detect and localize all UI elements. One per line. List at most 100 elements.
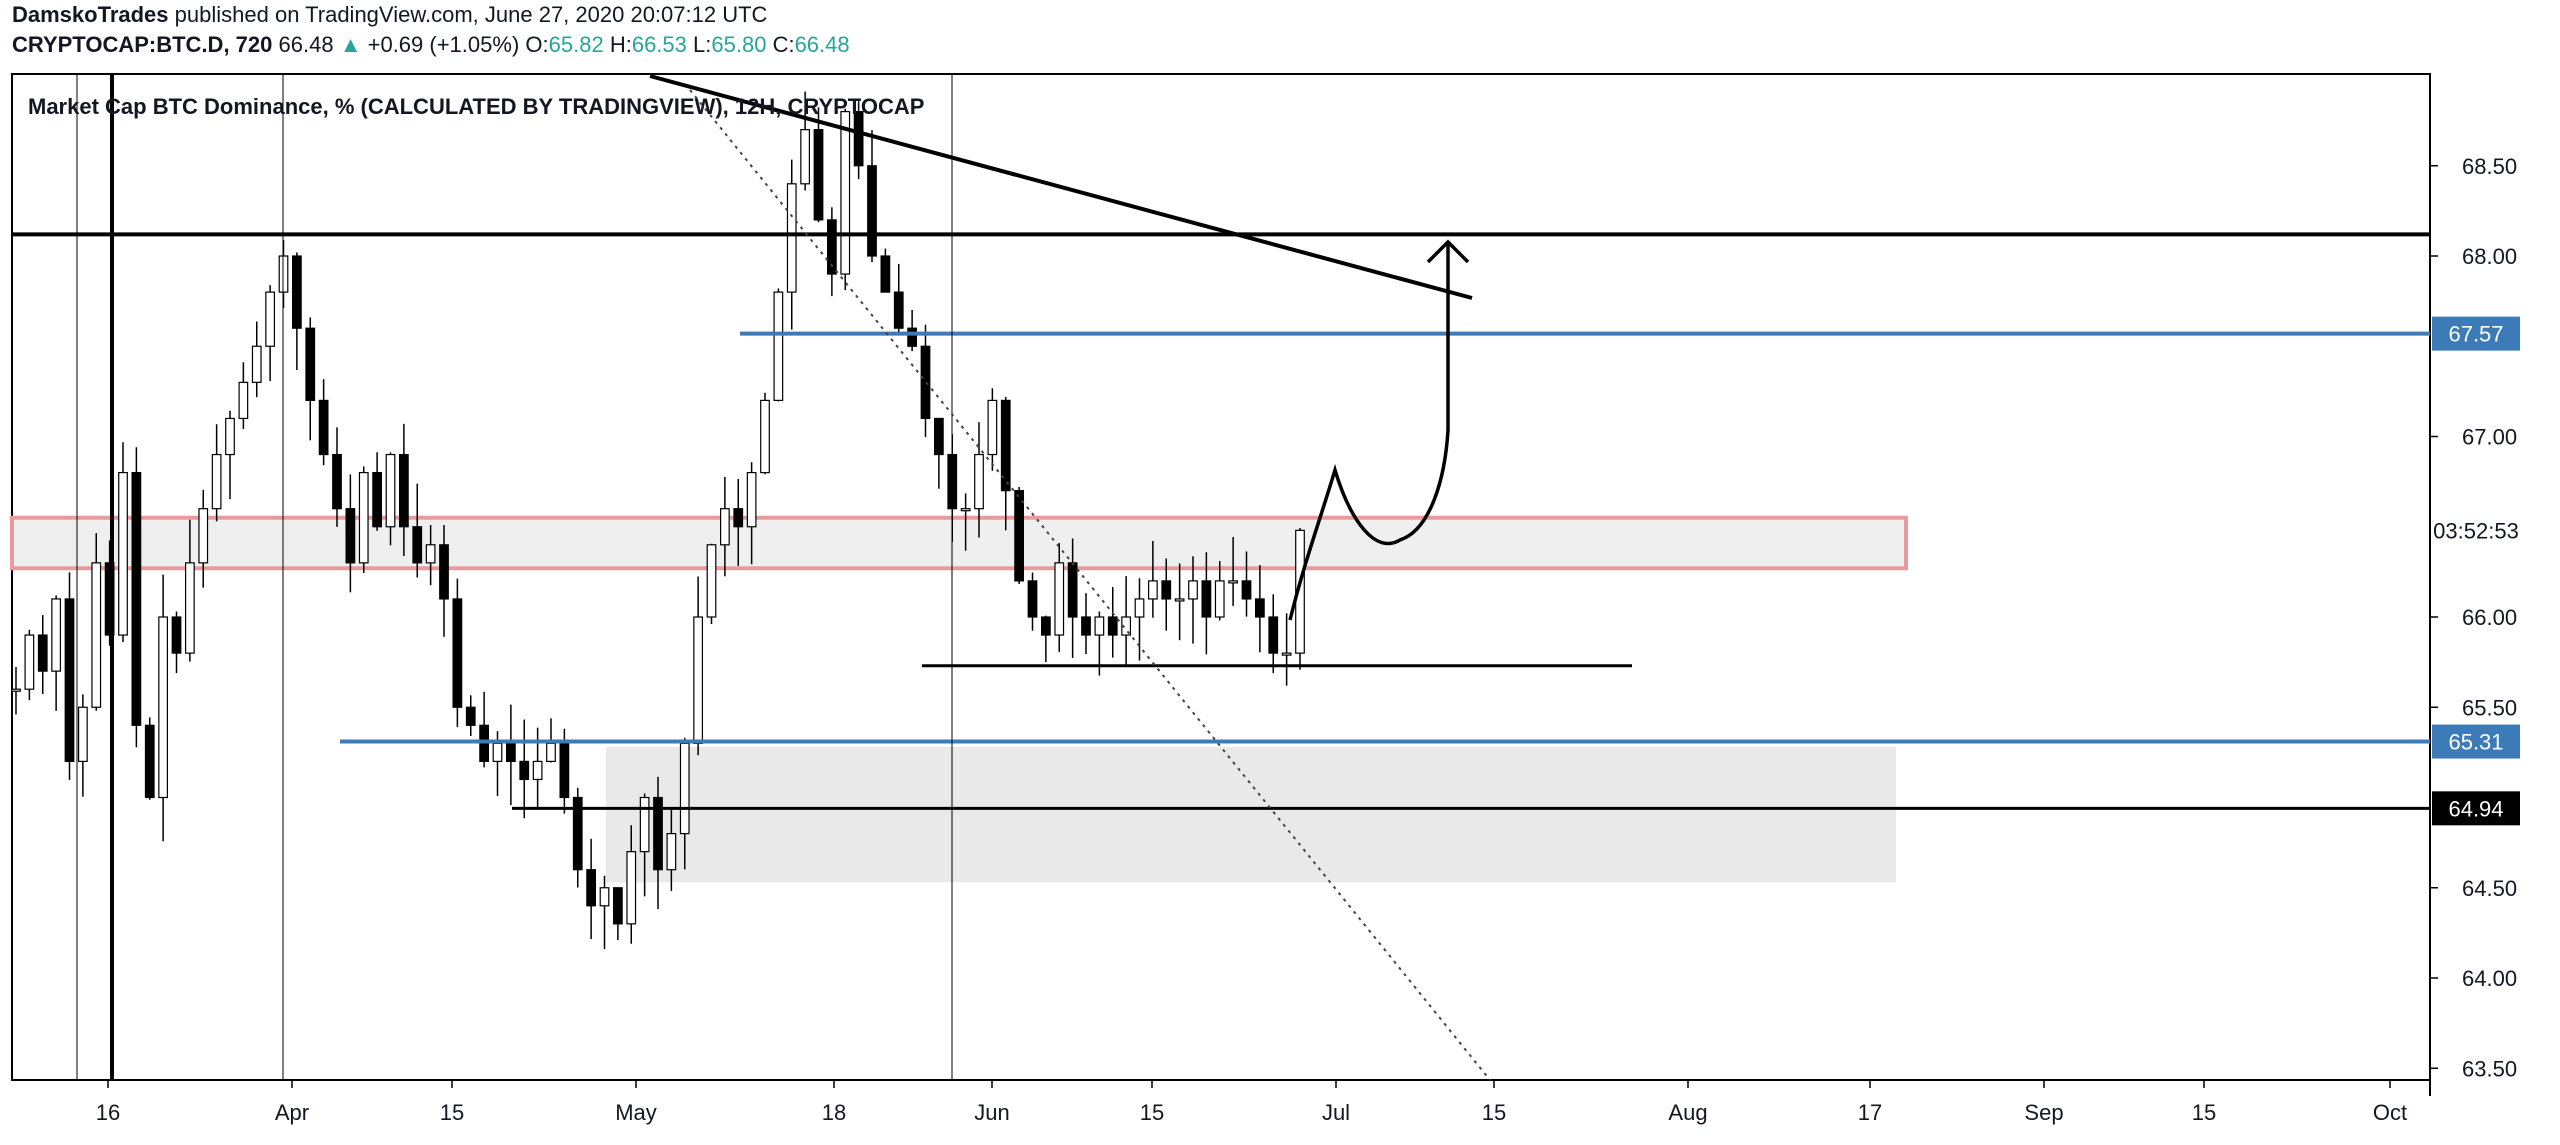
candle-body bbox=[826, 219, 837, 275]
candle-body bbox=[666, 832, 677, 871]
candle-body bbox=[933, 417, 944, 456]
candle-body bbox=[1107, 616, 1118, 636]
candle bbox=[1134, 578, 1145, 661]
candle bbox=[719, 476, 730, 577]
time-tick-label: 15 bbox=[2192, 1100, 2216, 1125]
time-axis[interactable]: 16 Apr 15 May 18 Jun 15 Jul 15 Aug 17 Sep 15 Oct bbox=[96, 1080, 2407, 1125]
time-tick-label: Sep bbox=[2024, 1100, 2063, 1125]
candle bbox=[412, 483, 423, 578]
candle-body bbox=[1268, 616, 1279, 654]
candle bbox=[786, 159, 797, 330]
candle bbox=[599, 875, 610, 949]
candle-body bbox=[1174, 598, 1185, 602]
candle-body bbox=[24, 634, 35, 690]
candle-body bbox=[398, 453, 409, 528]
chart-title: Market Cap BTC Dominance, % (CALCULATED … bbox=[28, 94, 925, 119]
candle-body bbox=[1241, 580, 1252, 600]
candle bbox=[1147, 540, 1158, 618]
candle bbox=[773, 288, 784, 402]
candle bbox=[987, 388, 998, 471]
candle-body bbox=[1027, 580, 1038, 618]
candle-body bbox=[318, 399, 329, 456]
candle-body bbox=[1201, 580, 1212, 618]
candle-body bbox=[291, 255, 302, 329]
projected-path bbox=[1288, 243, 1450, 621]
candle-body bbox=[171, 616, 182, 654]
price-tick-label: 67.00 bbox=[2462, 425, 2517, 450]
high-label: H: bbox=[609, 32, 632, 57]
candle bbox=[880, 248, 891, 293]
candle-body bbox=[1014, 490, 1025, 582]
candle-body bbox=[559, 742, 570, 799]
candle bbox=[933, 417, 944, 489]
candle bbox=[385, 452, 396, 546]
candle-body bbox=[372, 472, 383, 528]
candle-body bbox=[786, 183, 797, 293]
close-label: C: bbox=[772, 32, 795, 57]
candle-body bbox=[77, 706, 88, 763]
candle bbox=[666, 807, 677, 891]
candle bbox=[265, 285, 276, 382]
candle-body bbox=[64, 598, 75, 763]
price-tag-label: 65.31 bbox=[2448, 730, 2503, 755]
publish-line: DamskoTrades published on TradingView.co… bbox=[12, 2, 767, 28]
candle bbox=[465, 695, 476, 736]
candle-body bbox=[385, 453, 396, 528]
price-tag-box bbox=[2432, 791, 2520, 826]
candle bbox=[358, 466, 369, 573]
candle bbox=[171, 611, 182, 674]
time-tick-label: 15 bbox=[440, 1100, 464, 1125]
candle bbox=[1081, 593, 1091, 655]
candle-body bbox=[1254, 598, 1265, 618]
candle-body bbox=[1000, 399, 1011, 492]
candle bbox=[1161, 558, 1172, 631]
last-price: 66.48 bbox=[278, 32, 334, 57]
candle bbox=[813, 107, 824, 223]
price-change: +0.69 (+1.05%) bbox=[367, 32, 520, 57]
up-arrow-icon: ▲ bbox=[339, 32, 362, 57]
candle-body bbox=[1081, 616, 1091, 636]
candle bbox=[960, 493, 971, 551]
candle bbox=[372, 452, 383, 531]
candle bbox=[746, 462, 757, 565]
candle-body bbox=[880, 255, 891, 293]
candle bbox=[639, 793, 650, 897]
candle-body bbox=[853, 110, 864, 167]
candle-body bbox=[867, 165, 877, 257]
low-value: 65.80 bbox=[711, 32, 767, 57]
candle bbox=[840, 108, 851, 291]
symbol-label[interactable]: CRYPTOCAP:BTC.D, 720 bbox=[12, 32, 273, 57]
candle-body bbox=[332, 453, 342, 510]
candle-body bbox=[599, 887, 610, 907]
candle bbox=[77, 694, 88, 797]
author-name[interactable]: DamskoTrades bbox=[12, 2, 169, 27]
zones-layer bbox=[10, 515, 1908, 883]
time-tick-label: Oct bbox=[2373, 1100, 2407, 1125]
candle-body bbox=[893, 291, 904, 329]
candle-body bbox=[840, 110, 851, 275]
candle bbox=[332, 427, 342, 527]
candle-body bbox=[1094, 616, 1105, 636]
candle-body bbox=[131, 472, 142, 726]
candle bbox=[439, 524, 449, 637]
published-text: published on TradingView.com, June 27, 2… bbox=[174, 2, 768, 27]
price-axis[interactable]: 68.50 68.00 67.00 66.00 65.50 64.50 64.00 63.50 bbox=[2430, 154, 2517, 1082]
candle bbox=[826, 207, 837, 297]
candle bbox=[118, 442, 128, 643]
candle bbox=[291, 252, 302, 370]
candle-body bbox=[37, 634, 48, 672]
price-tags: 67.57 03:52:53 65.31 64.94 bbox=[2432, 316, 2520, 826]
candle-body bbox=[679, 742, 690, 835]
time-tick-label: Apr bbox=[275, 1100, 309, 1125]
price-tick-label: 68.50 bbox=[2462, 154, 2517, 179]
candle bbox=[37, 615, 48, 695]
candle-body bbox=[1134, 598, 1145, 618]
candle bbox=[1000, 396, 1011, 531]
time-tick-label: 15 bbox=[1140, 1100, 1164, 1125]
candle-body bbox=[733, 508, 744, 528]
candle-body bbox=[305, 327, 316, 402]
time-tick-label: 17 bbox=[1858, 1100, 1882, 1125]
candle-body bbox=[211, 453, 222, 510]
candle bbox=[211, 424, 222, 522]
